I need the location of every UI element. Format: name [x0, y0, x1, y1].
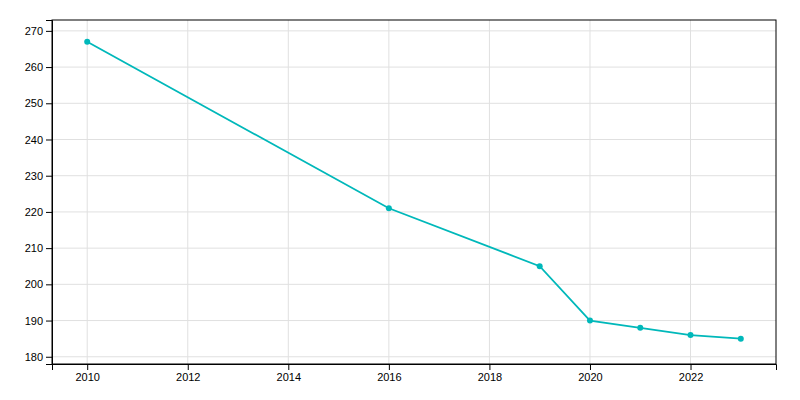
x-tick-mark [188, 364, 189, 370]
y-tick-mark [46, 284, 52, 285]
x-axis-line [53, 365, 777, 371]
y-tick-mark [46, 139, 52, 140]
x-axis: 2010 2012 2014 2016 2018 2020 2022 [53, 364, 777, 383]
y-tick-label: 180 [25, 351, 43, 363]
x-tick-label: 2014 [277, 371, 301, 383]
grid-line-y [52, 175, 776, 176]
grid-line-y [52, 320, 776, 321]
y-tick-label: 190 [25, 315, 43, 327]
chart-svg: 2010 2012 2014 2016 2018 2020 2022 180 190 200 210… [0, 0, 800, 400]
grid-line-y [52, 356, 776, 357]
chart-container: 2010 2012 2014 2016 2018 2020 2022 180 190 200 210… [0, 0, 800, 400]
x-tick-label: 2022 [679, 371, 703, 383]
grid-line-x [187, 20, 188, 364]
y-tick: 240 [25, 134, 52, 146]
grid-line-y [52, 139, 776, 140]
grid-line-x [388, 20, 389, 364]
x-tick-label: 2010 [75, 371, 99, 383]
x-tick: 2014 [277, 364, 301, 383]
y-tick-label: 250 [25, 97, 43, 109]
grid [52, 20, 776, 364]
x-tick-mark [288, 364, 289, 370]
x-tick: 2012 [176, 364, 200, 383]
point [537, 263, 543, 269]
y-tick: 200 [25, 278, 52, 290]
y-tick-mark [46, 31, 52, 32]
y-tick-mark [46, 248, 52, 249]
point [738, 336, 744, 342]
x-tick-label: 2020 [578, 371, 602, 383]
y-tick-mark [46, 321, 52, 322]
grid-line-y [52, 67, 776, 68]
y-tick-label: 210 [25, 242, 43, 254]
x-tick: 2020 [578, 364, 602, 383]
x-tick-label: 2016 [377, 371, 401, 383]
point [587, 318, 593, 324]
y-tick: 220 [25, 206, 52, 218]
y-tick-label: 200 [25, 278, 43, 290]
data [84, 39, 744, 342]
grid-line-y [52, 30, 776, 31]
y-tick-label: 260 [25, 61, 43, 73]
y-tick-label: 270 [25, 25, 43, 37]
y-axis: 180 190 200 210 220 230 240 250 260 270 [25, 21, 53, 365]
y-tick-mark [46, 103, 52, 104]
grid-line-x [288, 20, 289, 364]
y-tick-label: 230 [25, 170, 43, 182]
x-tick-mark [489, 364, 490, 370]
y-tick: 180 [25, 351, 52, 363]
grid-line-y [52, 248, 776, 249]
y-tick: 250 [25, 97, 52, 109]
x-tick-label: 2018 [478, 371, 502, 383]
line [87, 42, 741, 339]
plot: 2010 2012 2014 2016 2018 2020 2022 180 190 200 210… [25, 20, 777, 383]
x-tick: 2022 [679, 364, 703, 383]
y-tick: 260 [25, 61, 52, 73]
grid-line-x [690, 20, 691, 364]
y-tick: 270 [25, 25, 52, 37]
grid-line-x [87, 20, 88, 364]
y-axis-line [46, 21, 53, 365]
x-tick: 2016 [377, 364, 401, 383]
x-tick: 2010 [75, 364, 99, 383]
x-tick-label: 2012 [176, 371, 200, 383]
point [386, 205, 392, 211]
grid-line-x [589, 20, 590, 364]
y-tick: 230 [25, 170, 52, 182]
point [84, 39, 90, 45]
grid-line-x [489, 20, 490, 364]
y-tick-mark [46, 357, 52, 358]
point [688, 332, 694, 338]
y-tick-mark [46, 212, 52, 213]
y-tick: 190 [25, 315, 52, 327]
x-tick-mark [590, 364, 591, 370]
point [637, 325, 643, 331]
y-tick: 210 [25, 242, 52, 254]
x-tick-mark [87, 364, 88, 370]
y-tick-mark [46, 67, 52, 68]
x-tick: 2018 [478, 364, 502, 383]
y-tick-label: 220 [25, 206, 43, 218]
x-tick-mark [389, 364, 390, 370]
grid-line-y [52, 284, 776, 285]
grid-line-y [52, 211, 776, 212]
grid-line-y [52, 103, 776, 104]
y-tick-label: 240 [25, 134, 43, 146]
x-tick-mark [691, 364, 692, 370]
plot-frame [52, 20, 776, 364]
y-tick-mark [46, 176, 52, 177]
